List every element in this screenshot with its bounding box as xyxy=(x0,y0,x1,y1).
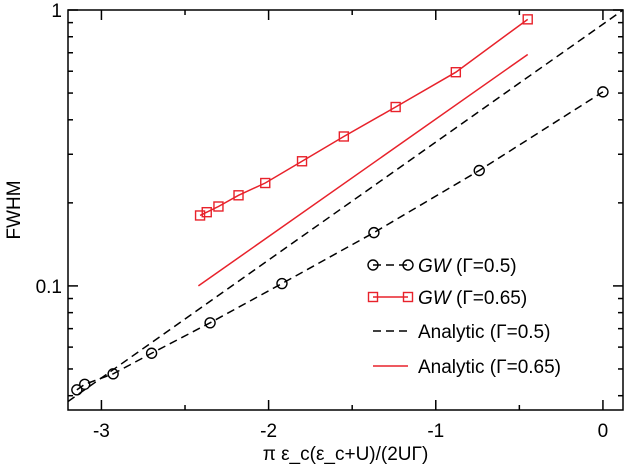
y-tick-label: 1 xyxy=(51,1,62,22)
data-point xyxy=(296,156,308,167)
data-point xyxy=(71,384,83,396)
plot-area-frame xyxy=(67,9,624,411)
data-point xyxy=(368,226,380,239)
series-line xyxy=(199,18,529,217)
axis-ticks: -3 -2 -1 0 0.1 1 xyxy=(36,1,623,442)
x-tick-label: 0 xyxy=(598,421,609,442)
data-point xyxy=(390,101,401,113)
series-1 xyxy=(194,14,533,221)
data-point xyxy=(338,131,350,142)
legend-marker xyxy=(402,291,414,303)
data-point xyxy=(522,14,533,25)
legend-marker xyxy=(367,259,379,271)
data-point xyxy=(213,201,224,212)
x-tick-label: -2 xyxy=(260,421,277,442)
legend-marker xyxy=(367,291,379,303)
legend: GW (Γ=0.5) GW (Γ=0.65) Analytic (Γ=0.5) Ana… xyxy=(367,256,561,378)
legend-label: Analytic (Γ=0.65) xyxy=(418,357,561,378)
x-tick-label: -1 xyxy=(427,421,444,442)
x-axis-label: π ε_c(ε_c+U)/(2UΓ) xyxy=(263,444,429,465)
series-layer xyxy=(68,10,623,403)
series-2 xyxy=(68,10,623,403)
series-line xyxy=(76,91,604,391)
data-point xyxy=(145,347,158,359)
x-tick-label: -3 xyxy=(93,421,110,442)
y-axis-label: FWHM xyxy=(4,180,25,239)
series-line xyxy=(68,10,623,403)
legend-label: Analytic (Γ=0.5) xyxy=(418,322,550,343)
legend-label: GW (Γ=0.65) xyxy=(418,288,527,309)
legend-label: GW (Γ=0.5) xyxy=(418,256,517,277)
data-point xyxy=(201,206,212,218)
data-point xyxy=(450,67,462,78)
data-point xyxy=(597,86,609,98)
series-line xyxy=(197,53,529,287)
data-point xyxy=(204,317,216,329)
data-point xyxy=(194,210,206,221)
data-point xyxy=(276,277,288,290)
y-tick-label: 0.1 xyxy=(36,277,62,298)
data-point xyxy=(260,177,271,189)
legend-marker xyxy=(402,259,414,271)
data-point xyxy=(233,190,244,201)
series-0 xyxy=(71,86,609,396)
data-point xyxy=(473,164,485,177)
series-3 xyxy=(197,53,529,287)
